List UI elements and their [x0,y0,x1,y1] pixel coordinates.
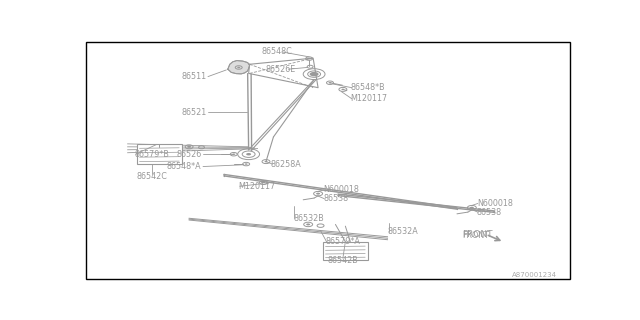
Text: 86526: 86526 [176,150,202,159]
Circle shape [237,67,240,68]
Circle shape [244,163,248,165]
Circle shape [341,89,344,90]
Text: FRONT: FRONT [462,230,492,239]
Text: 86532A: 86532A [388,227,419,236]
Text: N600018: N600018 [477,199,513,208]
Circle shape [187,146,191,148]
Text: 86521: 86521 [181,108,207,117]
Text: N600018: N600018 [323,185,359,195]
Text: 86538: 86538 [323,194,348,203]
Text: 86548*B: 86548*B [350,83,385,92]
Text: 86511: 86511 [181,72,207,81]
Circle shape [306,223,310,225]
Text: M120117: M120117 [239,182,276,191]
Circle shape [232,154,236,155]
Text: 86548C: 86548C [261,47,292,56]
Circle shape [264,161,268,162]
Circle shape [310,72,319,76]
Text: 86258A: 86258A [271,160,301,169]
Circle shape [246,153,251,156]
Text: 86542C: 86542C [136,172,167,181]
Bar [323,242,367,260]
Text: 86579*B: 86579*B [134,150,170,159]
Text: 86548*A: 86548*A [167,162,202,171]
Text: 86538: 86538 [477,208,502,217]
Circle shape [316,193,320,195]
Text: M120117: M120117 [350,94,387,103]
Circle shape [470,207,474,209]
Text: 86542B: 86542B [328,256,358,265]
Text: A870001234: A870001234 [511,272,557,278]
Text: 86579*A: 86579*A [326,237,360,246]
Circle shape [262,182,265,183]
Bar [137,144,182,164]
Circle shape [328,82,332,84]
Circle shape [308,58,310,59]
Text: 86526E: 86526E [266,65,296,74]
Polygon shape [228,60,250,74]
Text: FRONT: FRONT [462,231,489,240]
Text: 86532B: 86532B [293,214,324,223]
